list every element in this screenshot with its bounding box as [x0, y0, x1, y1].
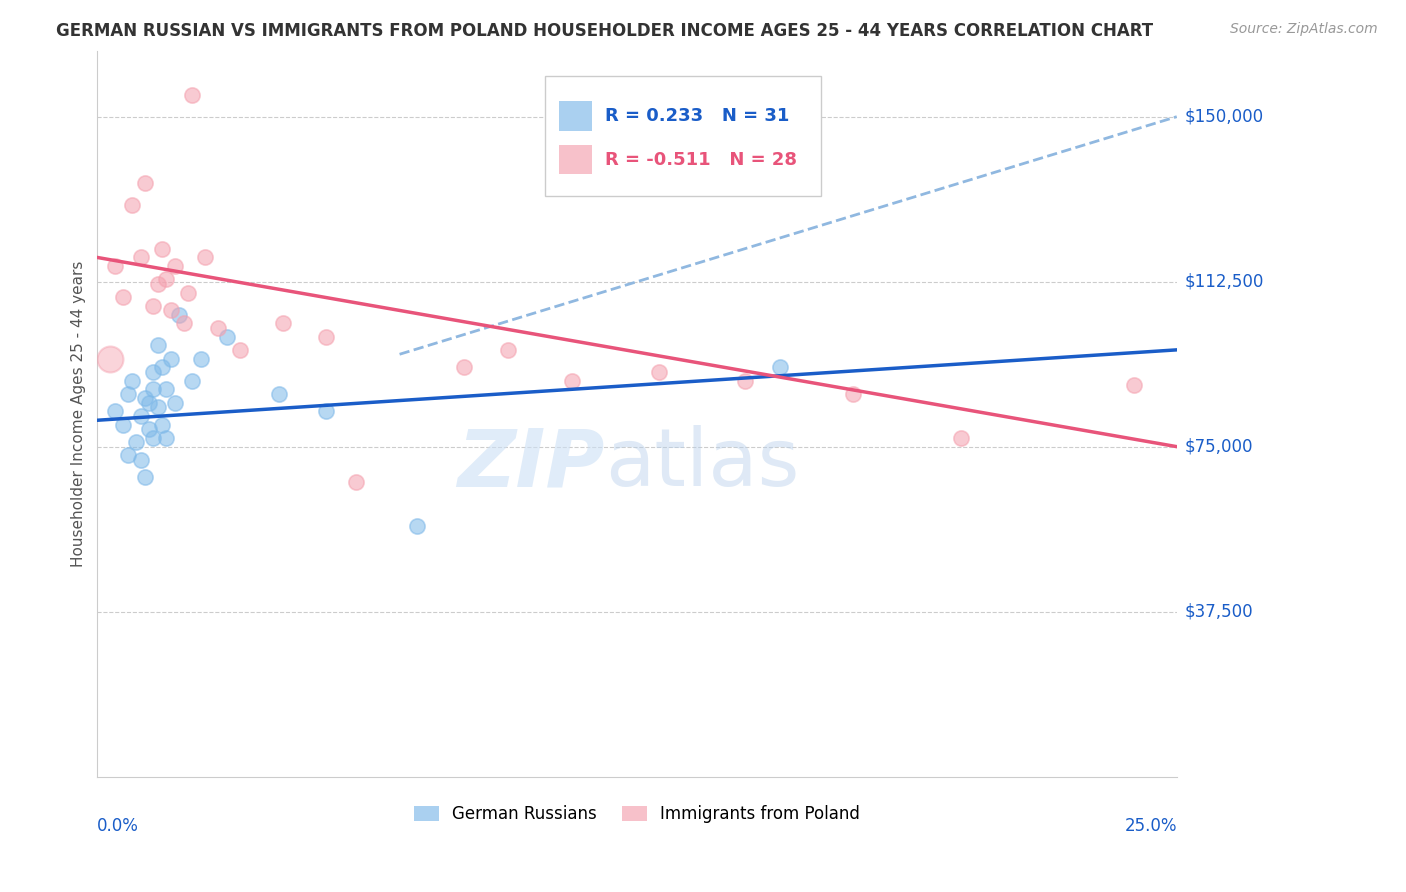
- Text: $75,000: $75,000: [1185, 438, 1254, 456]
- Point: [194, 251, 217, 265]
- Point: [150, 360, 173, 375]
- Point: [190, 351, 212, 366]
- Point: [173, 317, 195, 331]
- Point: [768, 360, 790, 375]
- Text: 0.0%: 0.0%: [97, 816, 139, 835]
- Y-axis label: Householder Income Ages 25 - 44 years: Householder Income Ages 25 - 44 years: [72, 260, 86, 566]
- Point: [150, 242, 173, 256]
- Point: [138, 422, 160, 436]
- Point: [142, 365, 165, 379]
- Text: $37,500: $37,500: [1185, 603, 1254, 621]
- Point: [169, 308, 191, 322]
- Point: [496, 343, 519, 357]
- Point: [165, 260, 187, 274]
- Point: [104, 404, 127, 418]
- Text: GERMAN RUSSIAN VS IMMIGRANTS FROM POLAND HOUSEHOLDER INCOME AGES 25 - 44 YEARS C: GERMAN RUSSIAN VS IMMIGRANTS FROM POLAND…: [56, 22, 1153, 40]
- Point: [150, 417, 173, 432]
- Point: [165, 395, 187, 409]
- Point: [117, 449, 139, 463]
- Point: [121, 374, 143, 388]
- Point: [146, 277, 169, 291]
- Point: [315, 329, 337, 343]
- Point: [155, 383, 177, 397]
- Point: [207, 321, 229, 335]
- Point: [129, 453, 152, 467]
- Point: [267, 387, 290, 401]
- Point: [734, 374, 756, 388]
- Point: [134, 470, 156, 484]
- Text: 25.0%: 25.0%: [1125, 816, 1177, 835]
- Point: [142, 431, 165, 445]
- Point: [112, 417, 135, 432]
- Point: [112, 290, 135, 304]
- Legend: German Russians, Immigrants from Poland: German Russians, Immigrants from Poland: [408, 798, 868, 830]
- Point: [453, 360, 475, 375]
- Point: [142, 299, 165, 313]
- Point: [134, 176, 156, 190]
- Point: [138, 395, 160, 409]
- Point: [125, 435, 148, 450]
- Point: [271, 317, 294, 331]
- Text: ZIP: ZIP: [457, 425, 605, 503]
- Point: [104, 260, 127, 274]
- Point: [117, 387, 139, 401]
- Point: [98, 351, 121, 366]
- FancyBboxPatch shape: [546, 76, 821, 196]
- Point: [155, 431, 177, 445]
- Text: R = -0.511   N = 28: R = -0.511 N = 28: [605, 151, 797, 169]
- Point: [129, 251, 152, 265]
- Point: [129, 409, 152, 423]
- Point: [146, 338, 169, 352]
- Text: R = 0.233   N = 31: R = 0.233 N = 31: [605, 107, 789, 125]
- Text: atlas: atlas: [605, 425, 799, 503]
- Point: [561, 374, 583, 388]
- Point: [842, 387, 865, 401]
- Point: [134, 391, 156, 405]
- Point: [181, 87, 204, 102]
- Point: [344, 475, 367, 489]
- Text: Source: ZipAtlas.com: Source: ZipAtlas.com: [1230, 22, 1378, 37]
- Point: [647, 365, 669, 379]
- Point: [146, 400, 169, 414]
- FancyBboxPatch shape: [560, 102, 592, 130]
- FancyBboxPatch shape: [560, 145, 592, 174]
- Point: [949, 431, 972, 445]
- Point: [121, 197, 143, 211]
- Point: [159, 303, 181, 318]
- Point: [142, 383, 165, 397]
- Point: [405, 519, 427, 533]
- Point: [159, 351, 181, 366]
- Point: [215, 329, 238, 343]
- Point: [155, 272, 177, 286]
- Point: [177, 285, 200, 300]
- Point: [229, 343, 252, 357]
- Point: [1122, 378, 1144, 392]
- Point: [181, 374, 204, 388]
- Point: [315, 404, 337, 418]
- Text: $150,000: $150,000: [1185, 108, 1264, 126]
- Text: $112,500: $112,500: [1185, 273, 1264, 291]
